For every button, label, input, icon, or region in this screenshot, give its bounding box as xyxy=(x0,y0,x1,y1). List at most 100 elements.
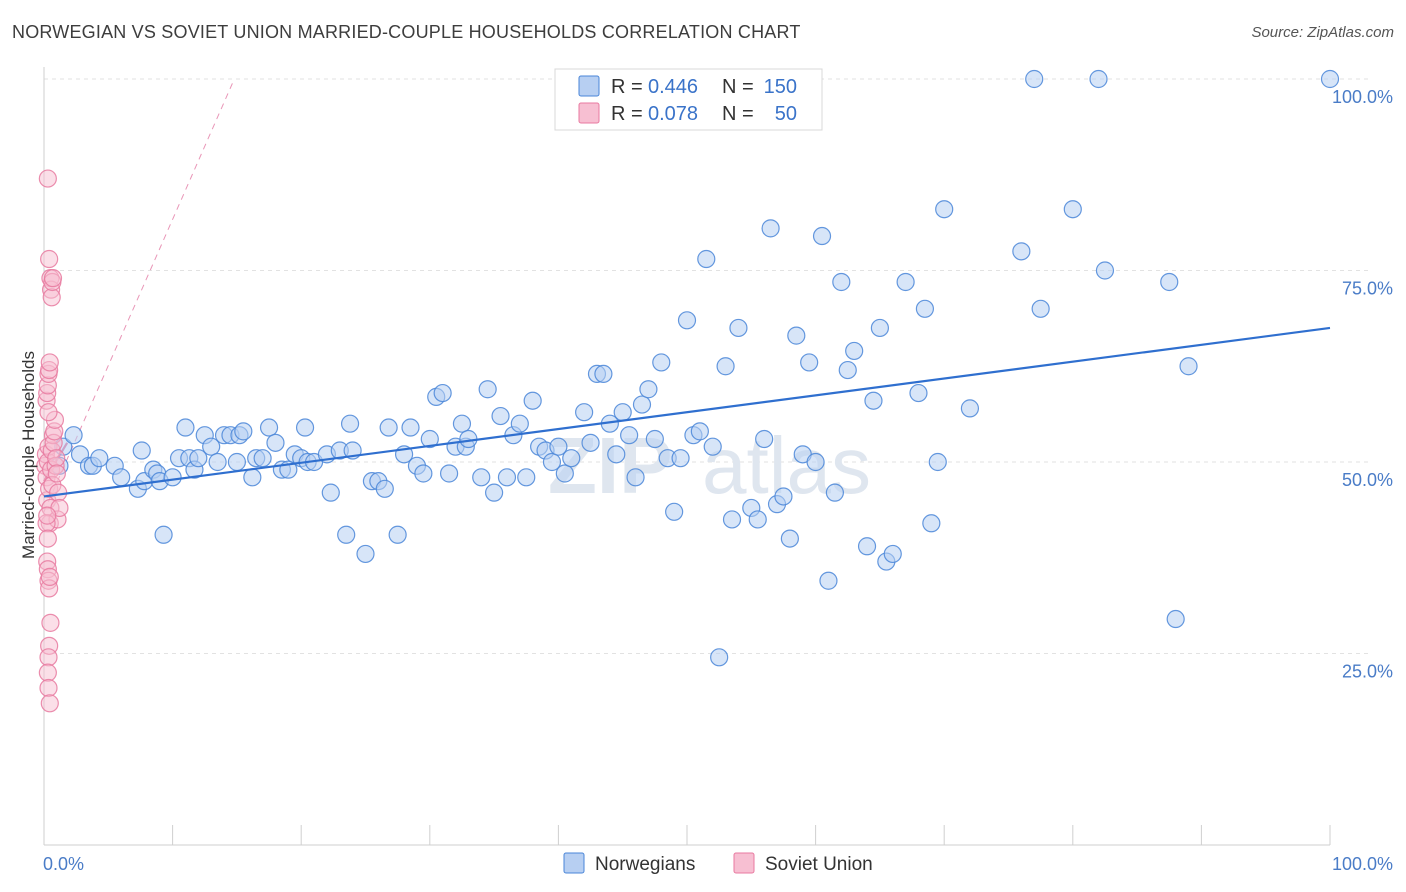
norwegians-point-16 xyxy=(163,468,182,487)
norwegians-point-143 xyxy=(1179,357,1198,376)
norwegians-point-129 xyxy=(909,383,928,403)
norwegians-point-66 xyxy=(472,468,491,487)
x-tick-max: 100.0% xyxy=(1332,854,1393,874)
legend-n-value-2: 50 xyxy=(775,103,797,125)
norwegians-point-77 xyxy=(542,452,562,472)
norwegians-point-113 xyxy=(787,326,806,345)
norwegians-point-118 xyxy=(819,571,838,590)
legend-n-label-1: N = xyxy=(722,76,754,98)
soviet-union-point-44 xyxy=(39,678,58,698)
legend-n-label-2: N = xyxy=(722,103,754,125)
soviet-union-point-27 xyxy=(40,353,59,372)
norwegians-point-6 xyxy=(90,449,109,468)
norwegians-point-10 xyxy=(132,441,151,460)
soviet-union-point-20 xyxy=(49,483,68,502)
norwegians-point-55 xyxy=(401,418,420,437)
y-tick-label-3: 100.0% xyxy=(1332,87,1393,107)
soviet-union-point-18 xyxy=(47,464,66,483)
soviet-union-point-49 xyxy=(39,403,58,422)
norwegians-point-52 xyxy=(379,418,398,437)
norwegians-point-45 xyxy=(337,525,356,544)
norwegians-point-79 xyxy=(555,464,574,483)
norwegians-point-82 xyxy=(581,433,600,452)
norwegians-point-100 xyxy=(697,249,716,269)
norwegians-point-137 xyxy=(1031,299,1050,318)
norwegians-point-46 xyxy=(340,414,360,433)
norwegians-point-135 xyxy=(1012,242,1031,261)
stats-legend: R = 0.446 N = 150 R = 0.078 N = 50 xyxy=(554,68,823,131)
norwegians-point-119 xyxy=(825,483,844,502)
legend-swatch-norwegians xyxy=(563,852,585,874)
norwegians-point-21 xyxy=(189,449,208,468)
norwegians-point-104 xyxy=(722,510,742,529)
soviet-union-point-47 xyxy=(38,506,57,525)
norwegians-point-58 xyxy=(420,429,439,449)
y-tick-label-1: 50.0% xyxy=(1342,470,1393,490)
soviet-union-point-42 xyxy=(39,648,58,667)
norwegians-point-130 xyxy=(915,299,935,318)
norwegians-point-112 xyxy=(780,529,799,548)
norwegians-point-136 xyxy=(1025,69,1044,89)
legend-label-norwegians: Norwegians xyxy=(595,854,695,875)
norwegians-point-124 xyxy=(864,391,883,410)
norwegians-point-144 xyxy=(1320,69,1340,89)
norwegians-point-88 xyxy=(620,426,639,445)
norwegians-point-140 xyxy=(1095,261,1115,280)
norwegians-trend xyxy=(43,326,1331,498)
norwegians-point-81 xyxy=(575,403,594,422)
norwegians-point-108 xyxy=(755,429,774,449)
legend-swatch-soviet-union xyxy=(733,852,755,874)
norwegians-point-53 xyxy=(388,525,407,544)
norwegians-point-91 xyxy=(639,380,658,399)
norwegians-point-61 xyxy=(439,464,459,483)
norwegians-point-139 xyxy=(1089,69,1108,89)
norwegians-point-120 xyxy=(832,272,851,292)
norwegians-point-93 xyxy=(652,353,671,372)
norwegians-trend-line xyxy=(43,326,1331,498)
norwegians-point-142 xyxy=(1166,609,1185,629)
soviet-union-point-40 xyxy=(41,613,60,632)
soviet-union-point-39 xyxy=(40,567,59,587)
norwegians-point-2 xyxy=(64,426,83,445)
legend-r-value-1: 0.446 xyxy=(648,76,698,98)
legend-r-label-2: R = xyxy=(611,103,643,125)
soviet-union-point-33 xyxy=(40,249,59,269)
y-axis-title: Married-couple Households xyxy=(19,351,38,559)
norwegians-point-68 xyxy=(485,483,504,502)
norwegians-point-96 xyxy=(671,449,690,468)
norwegians-point-101 xyxy=(703,437,722,456)
norwegians-point-39 xyxy=(295,418,315,437)
soviet-union-point-45 xyxy=(40,694,59,713)
legend-r-label-1: R = xyxy=(611,76,643,98)
norwegians-point-73 xyxy=(517,468,536,487)
norwegians-point-109 xyxy=(761,219,780,238)
norwegians-point-86 xyxy=(607,445,626,464)
norwegians-point-123 xyxy=(857,537,877,556)
legend-label-soviet-union: Soviet Union xyxy=(765,854,873,875)
norwegians-point-32 xyxy=(253,449,272,468)
norwegians-point-122 xyxy=(845,341,864,361)
norwegians-point-132 xyxy=(928,452,947,472)
norwegians-point-29 xyxy=(234,422,253,441)
norwegians-point-115 xyxy=(800,353,819,372)
norwegians-point-34 xyxy=(266,433,285,452)
norwegians-point-87 xyxy=(613,403,632,422)
norwegians-point-90 xyxy=(632,395,652,414)
gridlines xyxy=(44,78,1370,654)
norwegians-point-89 xyxy=(626,468,645,487)
soviet-union-point-32 xyxy=(43,269,63,288)
norwegians-point-84 xyxy=(594,364,613,384)
soviet-union-points xyxy=(36,169,69,713)
norwegians-point-51 xyxy=(375,479,394,498)
norwegians-points xyxy=(50,69,1340,667)
norwegians-point-121 xyxy=(838,360,857,380)
norwegians-point-8 xyxy=(112,468,131,487)
norwegians-point-43 xyxy=(321,483,340,502)
norwegians-point-134 xyxy=(960,399,980,418)
legend-r-value-2: 0.078 xyxy=(648,103,698,125)
norwegians-point-131 xyxy=(922,514,941,533)
soviet-union-point-17 xyxy=(47,449,66,468)
norwegians-point-127 xyxy=(883,544,902,564)
norwegians-point-70 xyxy=(497,468,517,487)
